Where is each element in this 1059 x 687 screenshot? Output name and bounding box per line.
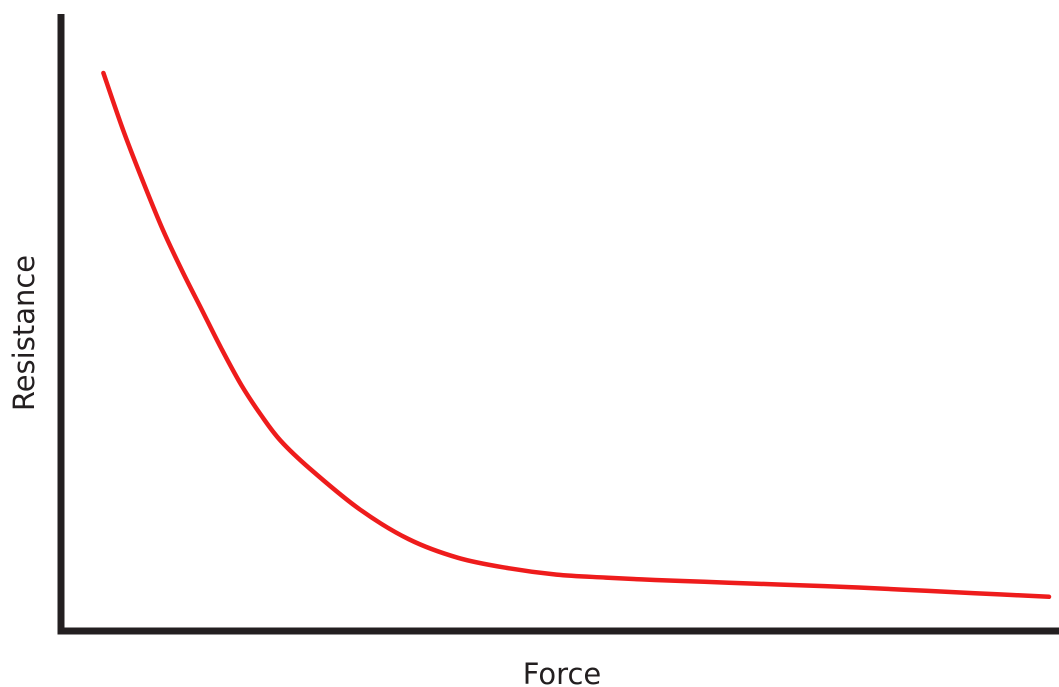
- x-axis-label: Force: [523, 657, 601, 687]
- series-layer: [101, 70, 1052, 600]
- series-line-0: [101, 70, 1052, 600]
- y-axis-label: Resistance: [7, 255, 41, 411]
